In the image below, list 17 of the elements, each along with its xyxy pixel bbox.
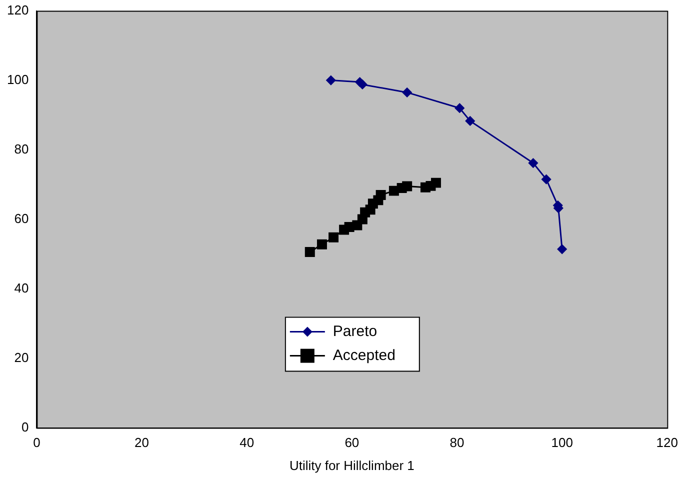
legend-label: Accepted	[332, 346, 396, 364]
x-tick-label: 80	[450, 435, 464, 450]
y-tick-label: 0	[21, 419, 29, 434]
y-tick-label: 20	[14, 350, 29, 365]
y-tick-label: 100	[6, 72, 29, 87]
legend-label: Pareto	[332, 322, 378, 340]
y-tick-label: 120	[6, 2, 29, 18]
x-tick-label: 0	[33, 435, 40, 450]
y-tick-label: 80	[14, 141, 29, 156]
x-tick-label: 100	[551, 435, 573, 450]
x-tick-label: 20	[134, 435, 149, 450]
y-tick-label: 40	[14, 280, 29, 296]
y-tick-label: 60	[14, 210, 29, 226]
x-tick-label: 40	[240, 435, 254, 450]
x-tick-label: 120	[656, 435, 678, 450]
x-tick-label: 60	[344, 435, 360, 450]
x-axis-title: Utility for Hillclimber 1	[289, 458, 414, 473]
